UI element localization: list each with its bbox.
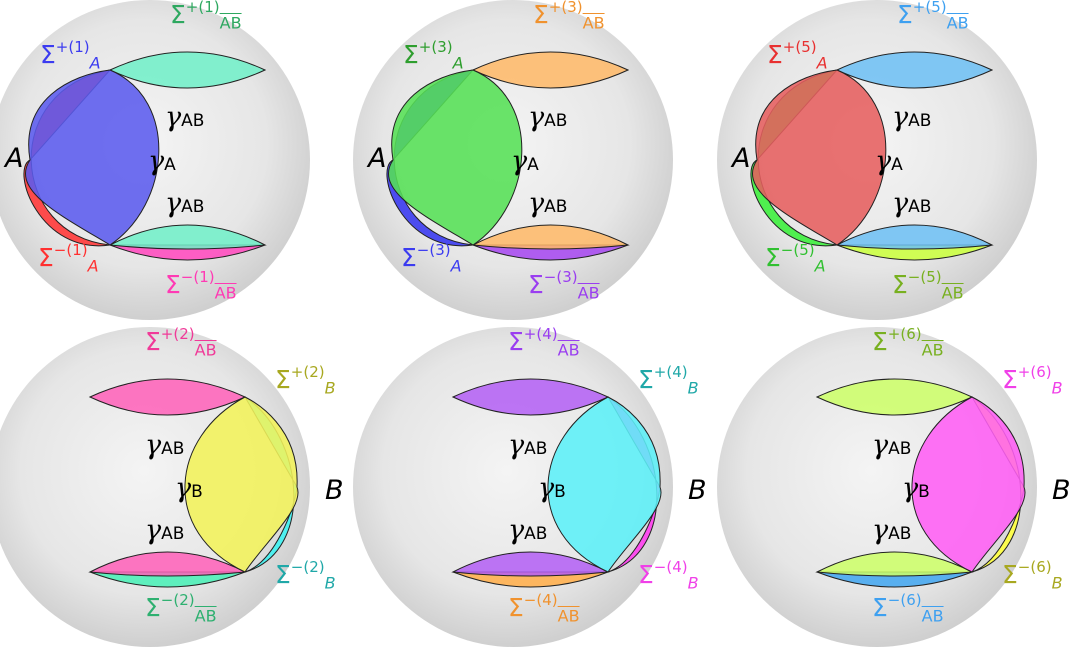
region-plus-label: Σ+(4)B — [638, 363, 699, 398]
ab-minus-label: Σ−(5)AB — [892, 268, 964, 303]
gamma-ab-top-label: γAB — [872, 430, 912, 461]
panel-6 — [717, 327, 1037, 647]
ab-minus-lens — [816, 571, 973, 588]
region-letter: B — [1052, 475, 1071, 506]
ab-plus-lens-top — [835, 51, 994, 89]
gamma-ab-top-label: γAB — [165, 102, 205, 133]
region-plus — [751, 69, 887, 246]
ab-plus-label: Σ+(1)AB — [170, 0, 242, 33]
gamma-ab-bottom-label: γAB — [528, 188, 568, 219]
region-plus-label: Σ+(6)B — [1002, 363, 1063, 398]
ab-plus-lens-bottom — [108, 224, 267, 250]
gamma-ab-bottom-label: γAB — [165, 188, 205, 219]
region-letter: A — [5, 143, 24, 174]
gamma-region-label: γA — [148, 146, 176, 177]
region-minus-label: Σ−(4)B — [638, 558, 699, 593]
region-plus — [547, 396, 662, 573]
ab-plus-label: Σ+(5)AB — [897, 0, 969, 33]
ab-plus-lens-bottom — [835, 224, 994, 250]
region-minus-label: Σ−(3)A — [401, 241, 462, 276]
panel-2 — [0, 327, 310, 647]
gamma-ab-top-label: γAB — [145, 430, 185, 461]
ab-plus-lens-top — [108, 51, 267, 89]
panel-5 — [717, 0, 1037, 320]
ab-minus-label: Σ−(1)AB — [165, 268, 237, 303]
gamma-region-label: γB — [902, 473, 930, 504]
gamma-ab-top-label: γAB — [528, 102, 568, 133]
ab-minus-label: Σ−(2)AB — [145, 591, 217, 626]
region-minus-label: Σ−(6)B — [1002, 558, 1063, 593]
ab-plus-label: Σ+(3)AB — [533, 0, 605, 33]
region-letter: B — [325, 475, 344, 506]
ab-minus-lens — [109, 244, 266, 261]
ab-plus-label: Σ+(6)AB — [872, 325, 944, 360]
ab-plus-label: Σ+(2)AB — [145, 325, 217, 360]
region-plus — [24, 69, 160, 246]
ab-minus-label: Σ−(6)AB — [872, 591, 944, 626]
panel-3 — [353, 0, 673, 320]
ab-minus-lens — [472, 244, 629, 261]
ab-minus-lens — [452, 571, 609, 588]
gamma-ab-bottom-label: γAB — [508, 515, 548, 546]
gamma-ab-top-label: γAB — [892, 102, 932, 133]
gamma-ab-bottom-label: γAB — [145, 515, 185, 546]
region-letter: A — [732, 143, 751, 174]
region-minus-label: Σ−(1)A — [38, 241, 99, 276]
gamma-ab-bottom-label: γAB — [872, 515, 912, 546]
region-letter: B — [688, 475, 707, 506]
gamma-ab-bottom-label: γAB — [892, 188, 932, 219]
region-plus-label: Σ+(3)A — [403, 38, 464, 73]
region-plus-label: Σ+(1)A — [40, 38, 101, 73]
region-plus — [184, 396, 299, 573]
ab-minus-lens — [836, 244, 993, 261]
panel-4 — [353, 327, 673, 647]
ab-plus-label: Σ+(4)AB — [508, 325, 580, 360]
gamma-region-label: γA — [511, 146, 539, 177]
gamma-ab-top-label: γAB — [508, 430, 548, 461]
gamma-region-label: γB — [538, 473, 566, 504]
region-plus-label: Σ+(5)A — [767, 38, 828, 73]
ab-minus-label: Σ−(3)AB — [528, 268, 600, 303]
gamma-region-label: γB — [175, 473, 203, 504]
ab-plus-lens-top — [471, 51, 630, 89]
region-plus — [911, 396, 1026, 573]
region-plus — [387, 69, 523, 246]
region-minus-label: Σ−(5)A — [765, 241, 826, 276]
region-minus-label: Σ−(2)B — [275, 558, 336, 593]
gamma-region-label: γA — [875, 146, 903, 177]
ab-plus-lens-bottom — [471, 224, 630, 250]
ab-minus-lens — [89, 571, 246, 588]
panel-1 — [0, 0, 310, 320]
region-plus-label: Σ+(2)B — [275, 363, 336, 398]
ab-minus-label: Σ−(4)AB — [508, 591, 580, 626]
region-letter: A — [368, 143, 387, 174]
